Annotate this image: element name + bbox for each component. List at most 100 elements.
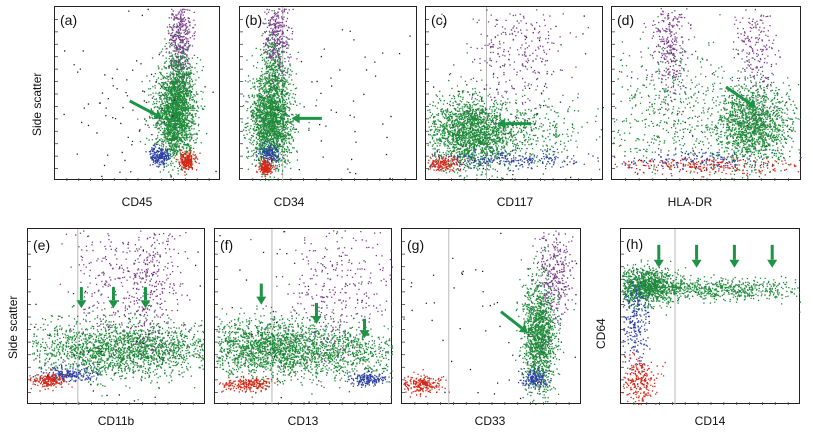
scatter-points bbox=[155, 17, 202, 157]
population-cluster bbox=[145, 141, 173, 168]
population-cluster bbox=[441, 9, 589, 139]
panel-f: (f) bbox=[214, 228, 393, 405]
arrow-head bbox=[746, 99, 757, 108]
scatter-points bbox=[225, 316, 393, 389]
arrow-head bbox=[729, 259, 740, 268]
population-cluster bbox=[622, 259, 706, 316]
scatter-points bbox=[622, 259, 706, 316]
scatter-points bbox=[622, 351, 666, 405]
panel-label-b: (b) bbox=[245, 12, 263, 28]
panel-c: (c) bbox=[425, 6, 604, 181]
scatter-plot-h bbox=[621, 229, 801, 405]
scatter-points bbox=[251, 10, 293, 137]
scatter-points bbox=[218, 373, 279, 398]
population-cluster bbox=[430, 146, 599, 172]
arrow-head bbox=[497, 118, 506, 129]
y-axis-label-h: CD64 bbox=[594, 318, 608, 349]
arrow-shaft bbox=[725, 85, 751, 105]
panel-label-d: (d) bbox=[617, 12, 635, 28]
population-cluster bbox=[614, 147, 802, 173]
x-axis-label-g: CD33 bbox=[474, 414, 506, 428]
population-cluster bbox=[613, 12, 784, 181]
population-cluster bbox=[29, 368, 73, 392]
scatter-points bbox=[693, 58, 801, 180]
scatter-points bbox=[260, 8, 298, 101]
scatter-points bbox=[32, 361, 99, 385]
population-cluster bbox=[427, 78, 535, 181]
x-axis-label-d: HLA-DR bbox=[667, 195, 713, 209]
x-axis-label-c: CD117 bbox=[496, 195, 534, 209]
population-cluster bbox=[403, 369, 450, 398]
arrow-head bbox=[108, 300, 119, 309]
x-axis-label-b: CD34 bbox=[273, 195, 305, 209]
population-cluster bbox=[517, 364, 552, 390]
x-axis-label-e: CD11b bbox=[97, 414, 135, 428]
scatter-points bbox=[145, 141, 173, 168]
population-cluster bbox=[429, 77, 602, 181]
arrow-head bbox=[767, 259, 778, 268]
scatter-points bbox=[430, 146, 599, 172]
population-cluster bbox=[731, 8, 780, 119]
scatter-points bbox=[347, 368, 393, 393]
population-cluster bbox=[622, 269, 654, 375]
scatter-points bbox=[29, 304, 205, 401]
scatter-plot-a bbox=[55, 8, 217, 181]
panel-label-g: (g) bbox=[407, 237, 425, 253]
population-cluster bbox=[260, 8, 298, 101]
arrow-head bbox=[256, 296, 267, 305]
scatter-points bbox=[174, 149, 201, 176]
scatter-points bbox=[216, 305, 388, 395]
population-cluster bbox=[29, 304, 205, 401]
y-axis-label-a: Side scatter bbox=[30, 72, 44, 136]
population-cluster bbox=[174, 149, 201, 176]
arrow-head bbox=[291, 113, 300, 124]
scatter-points bbox=[403, 369, 450, 398]
panel-e: (e) bbox=[27, 228, 205, 405]
scatter-plot-g bbox=[402, 229, 578, 405]
scatter-points bbox=[252, 140, 285, 169]
scatter-points bbox=[254, 157, 276, 178]
arrow-shaft bbox=[129, 99, 157, 116]
x-axis-label-a: CD45 bbox=[121, 195, 153, 209]
arrow-head bbox=[140, 300, 151, 309]
scatter-plot-d bbox=[612, 8, 802, 181]
scatter-points bbox=[441, 9, 589, 139]
population-cluster bbox=[225, 316, 393, 389]
x-axis-label-h: CD14 bbox=[694, 414, 726, 428]
population-cluster bbox=[254, 157, 276, 178]
population-cluster bbox=[218, 373, 279, 398]
panel-label-h: (h) bbox=[626, 236, 644, 252]
population-cluster bbox=[241, 43, 318, 181]
arrow-head bbox=[153, 110, 163, 120]
panel-label-c: (c) bbox=[431, 12, 448, 28]
population-cluster bbox=[32, 361, 99, 385]
arrow-head bbox=[311, 316, 322, 325]
arrow-head bbox=[76, 300, 87, 309]
population-cluster bbox=[531, 230, 577, 350]
arrow-head bbox=[359, 330, 370, 339]
scatter-points bbox=[515, 246, 575, 405]
panel-b: (b) bbox=[239, 6, 417, 181]
panel-d: (d) bbox=[611, 6, 802, 181]
scatter-plot-b bbox=[240, 7, 411, 181]
scatter-plot-c bbox=[426, 7, 604, 181]
population-cluster bbox=[347, 368, 393, 393]
scatter-points bbox=[241, 43, 318, 181]
panel-g: (g) bbox=[401, 228, 581, 405]
panel-label-f: (f) bbox=[220, 237, 234, 253]
scatter-points bbox=[116, 230, 191, 367]
population-cluster bbox=[137, 23, 208, 178]
scatter-points bbox=[427, 78, 535, 181]
population-cluster bbox=[693, 58, 801, 180]
scatter-points bbox=[137, 23, 208, 178]
panel-label-a: (a) bbox=[60, 12, 78, 28]
population-cluster bbox=[252, 140, 285, 169]
arrow-shaft bbox=[500, 310, 523, 330]
population-cluster bbox=[251, 10, 293, 137]
scatter-points bbox=[622, 269, 654, 375]
panel-h: (h) bbox=[620, 228, 801, 405]
population-cluster bbox=[116, 230, 191, 367]
scatter-points bbox=[614, 147, 802, 173]
arrow-head bbox=[653, 259, 664, 268]
scatter-points bbox=[731, 8, 780, 119]
